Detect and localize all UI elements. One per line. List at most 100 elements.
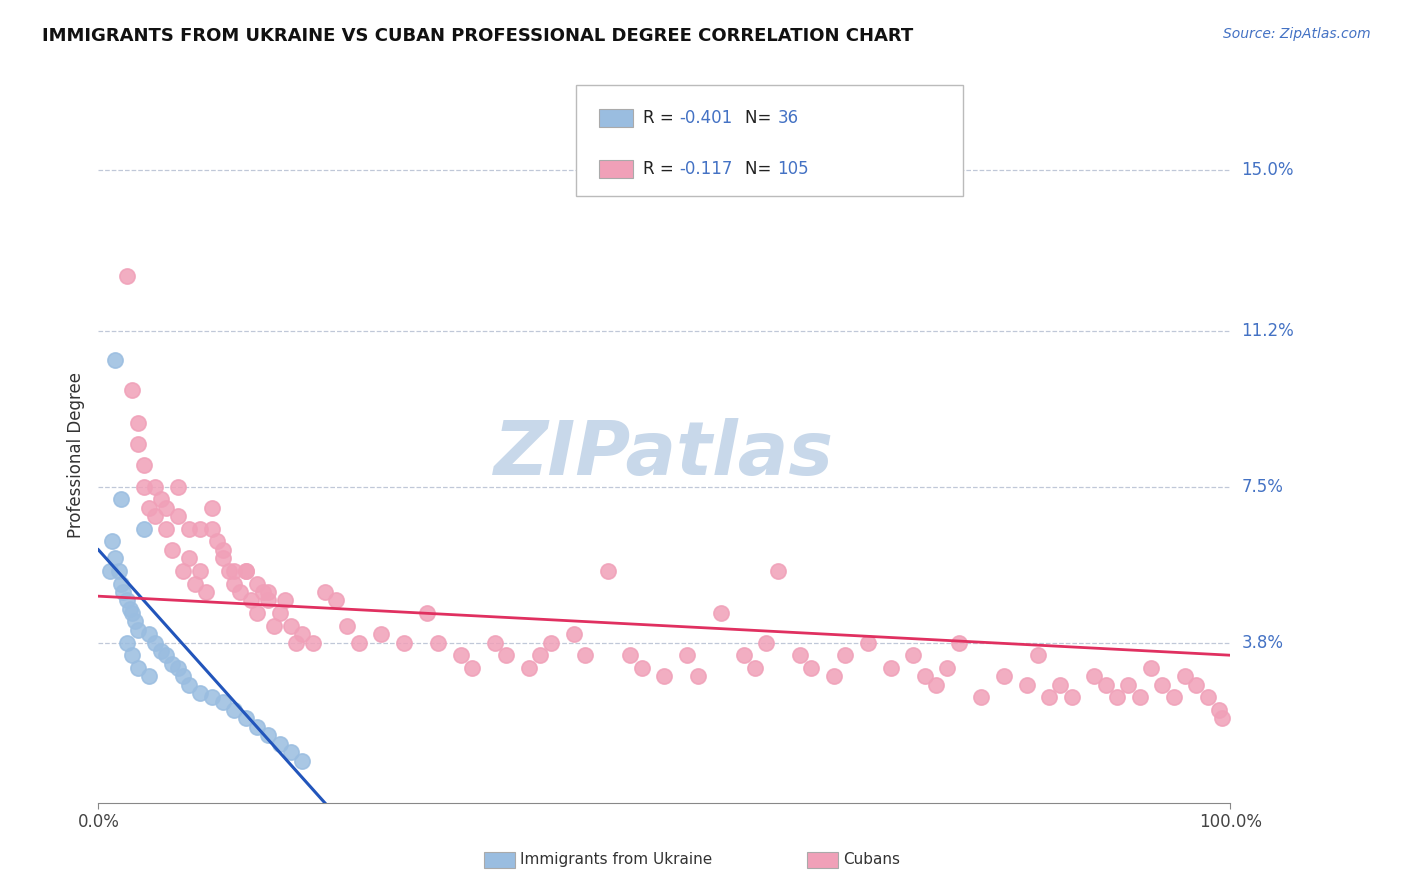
Text: N=: N= [745,160,776,178]
Point [800,661,823,675]
Text: 36: 36 [778,109,799,127]
Point [252,585,274,599]
Point [127,623,149,637]
Text: R =: R = [643,160,679,178]
Point [540,635,562,649]
Point [235,711,257,725]
Point [914,669,936,683]
Point [194,585,217,599]
Point [240,593,263,607]
Point [427,635,450,649]
Point [274,593,297,607]
Point [925,678,948,692]
Point [120,602,142,616]
Point [177,678,200,692]
Point [132,458,155,473]
Point [246,606,269,620]
Point [166,509,188,524]
Point [936,661,959,675]
Point [110,576,132,591]
Point [138,500,160,515]
Point [149,492,172,507]
Point [392,635,415,649]
Point [246,720,269,734]
Point [948,635,970,649]
Point [596,564,619,578]
Point [149,644,172,658]
Point [124,615,146,629]
Point [280,745,302,759]
Point [1049,678,1071,692]
Point [143,635,166,649]
Point [269,606,291,620]
Point [1211,711,1233,725]
Point [880,661,903,675]
Point [285,635,308,649]
Point [1174,669,1197,683]
Point [257,728,280,742]
Point [115,635,138,649]
Point [235,564,257,578]
Point [218,564,240,578]
Point [224,576,246,591]
Text: 11.2%: 11.2% [1241,321,1294,340]
Point [188,522,211,536]
Point [1118,678,1140,692]
Point [1197,690,1219,705]
Point [229,585,252,599]
Text: 15.0%: 15.0% [1241,161,1294,179]
Point [517,661,540,675]
Point [1129,690,1152,705]
Text: 3.8%: 3.8% [1241,633,1284,651]
Point [1083,669,1105,683]
Point [347,635,370,649]
Point [104,551,127,566]
Point [115,593,138,607]
Point [155,522,177,536]
Point [110,492,132,507]
Text: R =: R = [643,109,679,127]
Point [212,542,235,557]
Text: 7.5%: 7.5% [1241,477,1284,496]
Text: 105: 105 [778,160,808,178]
Point [172,669,194,683]
Point [201,522,224,536]
Point [246,576,269,591]
Point [143,479,166,493]
Point [201,690,224,705]
Text: -0.401: -0.401 [679,109,733,127]
Point [1152,678,1174,692]
Point [1060,690,1083,705]
Point [235,564,257,578]
Point [263,618,285,632]
Point [370,627,392,641]
Point [314,585,336,599]
Point [121,606,143,620]
Point [121,383,143,397]
Point [121,648,143,663]
Point [461,661,484,675]
Text: ZIPatlas: ZIPatlas [495,418,834,491]
Text: IMMIGRANTS FROM UKRAINE VS CUBAN PROFESSIONAL DEGREE CORRELATION CHART: IMMIGRANTS FROM UKRAINE VS CUBAN PROFESS… [42,27,914,45]
Point [269,737,291,751]
Point [755,635,778,649]
Point [201,500,224,515]
Point [993,669,1015,683]
Point [495,648,517,663]
Point [257,585,280,599]
Point [101,534,124,549]
Text: Immigrants from Ukraine: Immigrants from Ukraine [520,853,713,867]
Point [207,534,229,549]
Point [112,585,135,599]
Point [484,635,506,649]
Point [856,635,879,649]
Point [280,618,302,632]
Point [676,648,699,663]
Point [574,648,596,663]
Point [143,509,166,524]
Text: Cubans: Cubans [844,853,901,867]
Point [630,661,652,675]
Text: N=: N= [745,109,776,127]
Point [183,576,205,591]
Point [115,268,138,283]
